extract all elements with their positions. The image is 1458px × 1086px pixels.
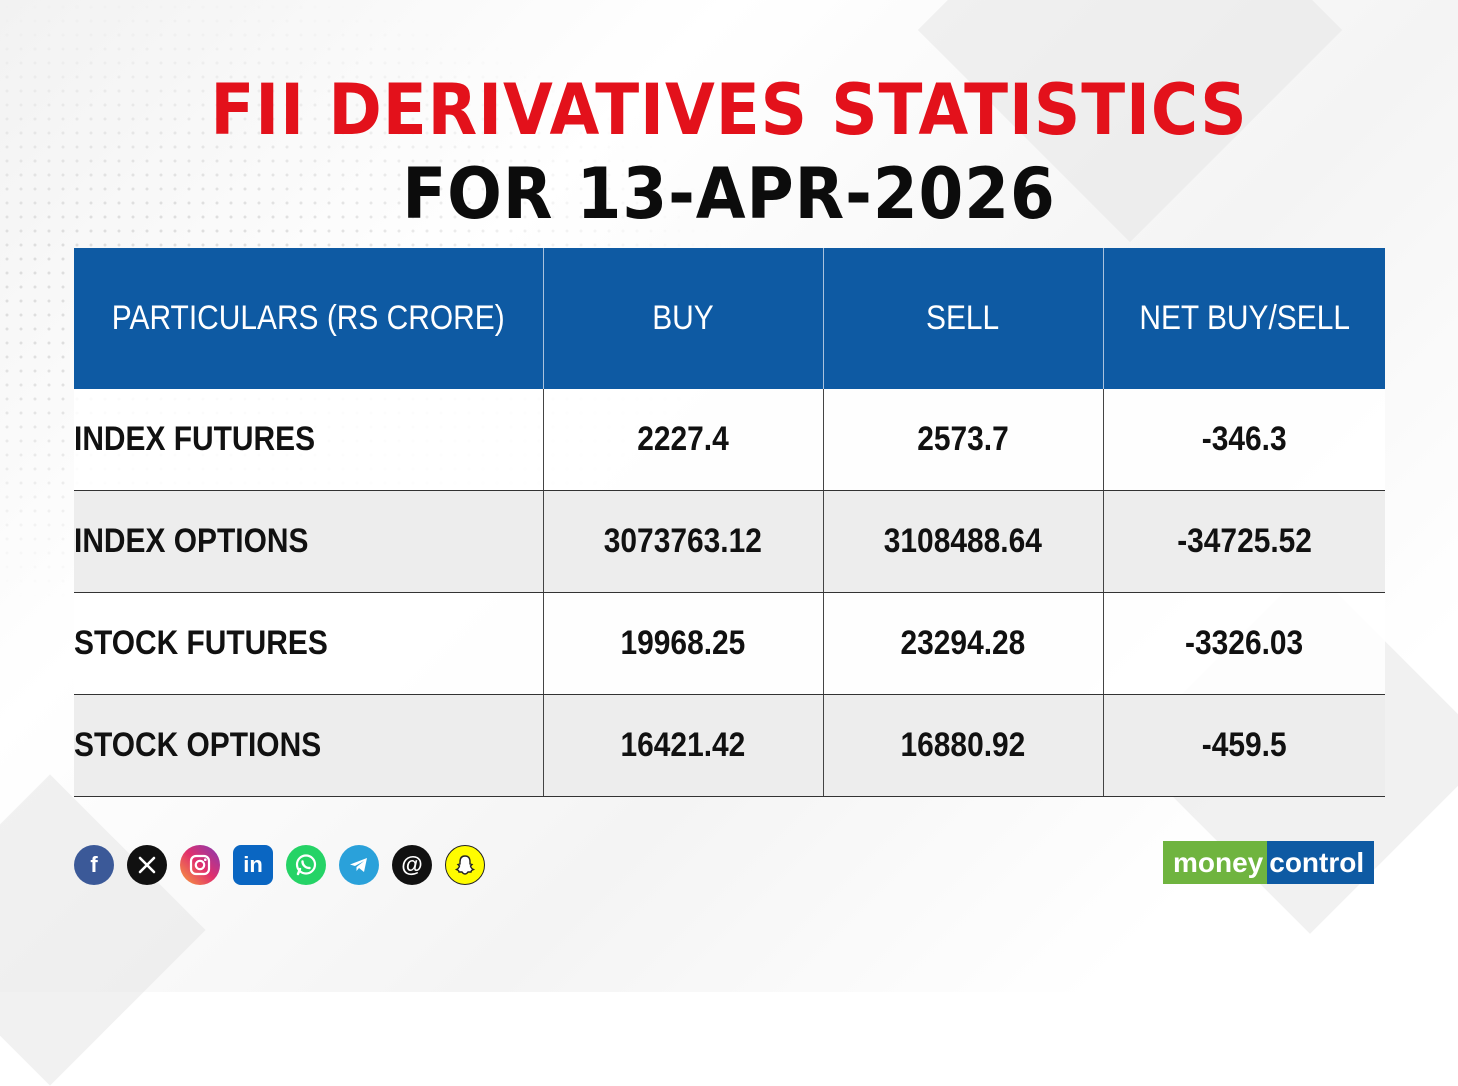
sell-value: 16880.92 bbox=[900, 726, 1026, 764]
x-glyph bbox=[138, 856, 156, 874]
row-label-cell: STOCK FUTURES bbox=[74, 592, 543, 695]
threads-icon[interactable]: @ bbox=[392, 845, 432, 885]
net-cell: -34725.52 bbox=[1102, 490, 1385, 593]
buy-cell: 2227.4 bbox=[542, 389, 823, 491]
sell-value: 2573.7 bbox=[917, 420, 1009, 458]
table-row: STOCK FUTURES 19968.25 23294.28 -3326.03 bbox=[74, 592, 1385, 695]
x-icon[interactable] bbox=[127, 845, 167, 885]
page-title: FII DERIVATIVES STATISTICS bbox=[210, 69, 1248, 151]
row-label: STOCK FUTURES bbox=[74, 624, 328, 662]
sell-value: 3108488.64 bbox=[883, 522, 1043, 560]
page-subtitle-date: FOR 13-APR-2026 bbox=[402, 153, 1056, 235]
net-value: -3326.03 bbox=[1185, 624, 1304, 662]
social-icons: f in @ bbox=[74, 845, 485, 885]
row-label: INDEX OPTIONS bbox=[74, 522, 309, 560]
column-header-label: BUY bbox=[652, 299, 714, 337]
whatsapp-icon[interactable] bbox=[286, 845, 326, 885]
whatsapp-glyph bbox=[295, 854, 317, 876]
sell-cell: 23294.28 bbox=[822, 592, 1103, 695]
row-label-cell: STOCK OPTIONS bbox=[74, 694, 543, 797]
buy-value: 19968.25 bbox=[620, 624, 746, 662]
column-header: NET BUY/SELL bbox=[1102, 248, 1385, 389]
facebook-icon[interactable]: f bbox=[74, 845, 114, 885]
statistics-table: PARTICULARS (RS CRORE) BUY SELL NET BUY/… bbox=[74, 248, 1385, 797]
net-cell: -346.3 bbox=[1102, 389, 1385, 491]
buy-value: 16421.42 bbox=[620, 726, 746, 764]
net-value: -459.5 bbox=[1201, 726, 1287, 764]
row-label-cell: INDEX OPTIONS bbox=[74, 490, 543, 593]
linkedin-icon[interactable]: in bbox=[233, 845, 273, 885]
column-header: PARTICULARS (RS CRORE) bbox=[74, 248, 543, 389]
sell-cell: 2573.7 bbox=[822, 389, 1103, 491]
snapchat-glyph bbox=[454, 855, 476, 875]
moneycontrol-logo: money control bbox=[1163, 841, 1375, 884]
net-cell: -3326.03 bbox=[1102, 592, 1385, 695]
buy-cell: 3073763.12 bbox=[542, 490, 823, 593]
table-row: INDEX FUTURES 2227.4 2573.7 -346.3 bbox=[74, 389, 1385, 491]
row-label: STOCK OPTIONS bbox=[74, 726, 322, 764]
telegram-icon[interactable] bbox=[339, 845, 379, 885]
column-header: BUY bbox=[542, 248, 823, 389]
column-header-label: NET BUY/SELL bbox=[1138, 299, 1350, 337]
table-header-row: PARTICULARS (RS CRORE) BUY SELL NET BUY/… bbox=[74, 248, 1385, 389]
instagram-icon[interactable] bbox=[180, 845, 220, 885]
logo-control: control bbox=[1267, 841, 1375, 884]
table-row: STOCK OPTIONS 16421.42 16880.92 -459.5 bbox=[74, 694, 1385, 797]
buy-cell: 16421.42 bbox=[542, 694, 823, 797]
snapchat-icon[interactable] bbox=[445, 845, 485, 885]
net-value: -34725.52 bbox=[1176, 522, 1312, 560]
row-label-cell: INDEX FUTURES bbox=[74, 389, 543, 491]
threads-glyph: @ bbox=[401, 852, 423, 877]
column-header: SELL bbox=[822, 248, 1103, 389]
table-row: INDEX OPTIONS 3073763.12 3108488.64 -347… bbox=[74, 490, 1385, 593]
net-value: -346.3 bbox=[1201, 420, 1287, 458]
sell-cell: 16880.92 bbox=[822, 694, 1103, 797]
net-cell: -459.5 bbox=[1102, 694, 1385, 797]
sell-cell: 3108488.64 bbox=[822, 490, 1103, 593]
instagram-glyph bbox=[189, 854, 211, 876]
buy-value: 2227.4 bbox=[637, 420, 729, 458]
telegram-glyph bbox=[350, 858, 367, 872]
sell-value: 23294.28 bbox=[900, 624, 1026, 662]
row-label: INDEX FUTURES bbox=[74, 420, 316, 458]
column-header-label: SELL bbox=[926, 299, 1000, 337]
buy-value: 3073763.12 bbox=[603, 522, 763, 560]
logo-money: money bbox=[1163, 841, 1268, 884]
buy-cell: 19968.25 bbox=[542, 592, 823, 695]
facebook-glyph: f bbox=[90, 852, 98, 877]
linkedin-glyph: in bbox=[243, 852, 263, 877]
column-header-label: PARTICULARS (RS CRORE) bbox=[111, 299, 505, 337]
